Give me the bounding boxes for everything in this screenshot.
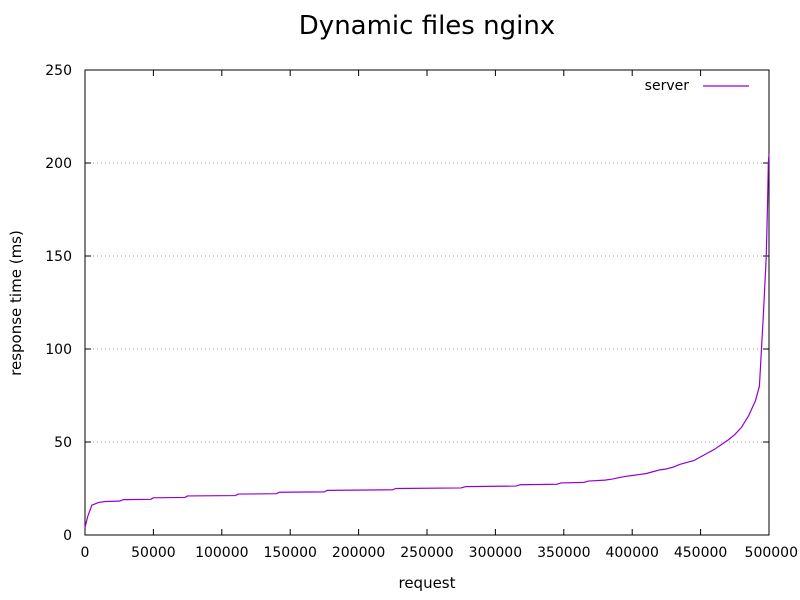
x-tick-label: 250000	[400, 545, 453, 561]
grid-lines	[85, 162, 769, 443]
y-axis-label: response time (ms)	[7, 230, 25, 376]
x-axis-label: request	[398, 574, 455, 592]
legend: server	[645, 78, 749, 94]
x-tick-label: 350000	[537, 545, 590, 561]
x-tick-label: 150000	[263, 545, 316, 561]
y-tick-label: 200	[45, 156, 72, 172]
series-line-server	[84, 153, 770, 528]
y-tick-label: 50	[54, 435, 72, 451]
y-tick-label: 100	[45, 342, 72, 358]
x-tick-label: 0	[81, 545, 90, 561]
plot-frame	[84, 69, 770, 536]
x-tick-label: 500000	[745, 545, 798, 561]
x-tick-label: 100000	[195, 545, 248, 561]
chart-title: Dynamic files nginx	[299, 11, 555, 41]
y-tick-label: 250	[45, 63, 72, 79]
x-tick-label: 400000	[605, 545, 658, 561]
x-tick-label: 50000	[131, 545, 176, 561]
y-tick-label: 0	[63, 528, 72, 544]
axis-ticks: 0 50 100 150 200 250 0 50000 100000 150000 200000 2…	[45, 63, 798, 561]
y-tick-label: 150	[45, 249, 72, 265]
x-tick-label: 300000	[469, 545, 522, 561]
x-tick-label: 450000	[674, 545, 727, 561]
x-tick-label: 200000	[332, 545, 385, 561]
legend-label: server	[645, 78, 690, 94]
series-layer	[84, 153, 770, 528]
